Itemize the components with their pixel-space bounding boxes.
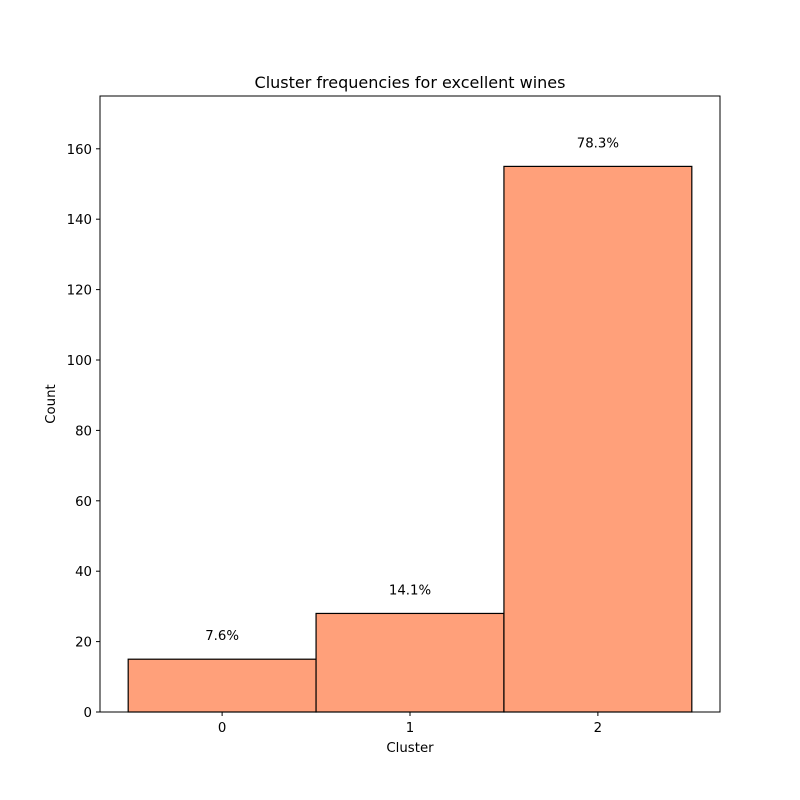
x-tick-label: 0 [218,721,226,736]
bar-cluster-2 [503,165,693,713]
y-tick-label: 40 [75,565,92,580]
y-tick-label: 100 [67,354,92,369]
data-label-cluster-2: 78.3% [577,136,619,151]
x-tick-label: 1 [406,721,414,736]
y-tick-label: 120 [67,284,92,299]
y-tick-label: 0 [84,706,92,721]
y-tick-label: 60 [75,495,92,510]
y-tick-label: 160 [67,143,92,158]
plot-frame [99,95,721,713]
x-tick-label: 2 [594,721,602,736]
data-labels-group: 7.6% 14.1% 78.3% [205,136,619,644]
chart-title: Cluster frequencies for excellent wines [255,73,566,92]
data-label-cluster-1: 14.1% [389,583,431,598]
x-axis: 0 1 2 [218,712,602,736]
y-axis: 0 20 40 60 80 100 120 140 160 [67,143,100,721]
bar-cluster-1 [315,612,505,713]
y-axis-label: Count [44,384,59,424]
y-tick-label: 20 [75,636,92,651]
y-tick-label: 140 [67,213,92,228]
data-label-cluster-0: 7.6% [205,629,239,644]
y-tick-label: 80 [75,424,92,439]
x-axis-label: Cluster [386,741,434,756]
bars-group [127,165,693,713]
bar-cluster-0 [127,658,317,713]
